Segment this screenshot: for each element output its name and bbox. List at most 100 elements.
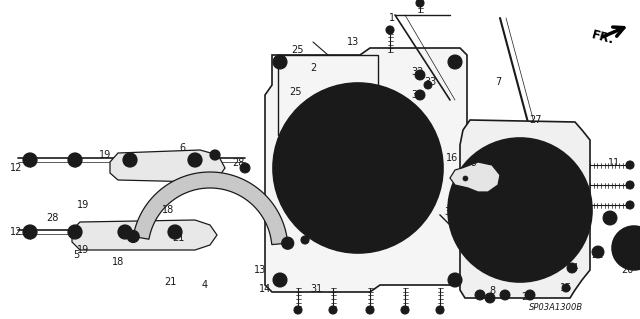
Circle shape xyxy=(294,306,302,314)
Circle shape xyxy=(191,156,199,164)
Circle shape xyxy=(366,306,374,314)
Circle shape xyxy=(23,225,37,239)
Text: 3: 3 xyxy=(444,207,450,217)
Circle shape xyxy=(525,290,535,300)
Circle shape xyxy=(515,142,525,152)
Circle shape xyxy=(273,55,287,69)
Text: 19: 19 xyxy=(77,200,89,210)
Text: 33: 33 xyxy=(424,77,436,87)
Text: 31: 31 xyxy=(310,284,322,294)
Text: 23: 23 xyxy=(521,292,533,302)
Circle shape xyxy=(564,286,568,290)
Circle shape xyxy=(627,241,640,255)
Text: 6: 6 xyxy=(179,143,185,153)
Circle shape xyxy=(23,153,37,167)
Text: 21: 21 xyxy=(164,277,176,287)
Circle shape xyxy=(500,290,510,300)
Circle shape xyxy=(273,273,287,287)
Circle shape xyxy=(451,277,458,284)
Circle shape xyxy=(515,268,525,278)
Text: FR.: FR. xyxy=(590,29,616,47)
Circle shape xyxy=(424,81,432,89)
Polygon shape xyxy=(460,120,590,298)
Text: 32: 32 xyxy=(411,90,423,100)
Circle shape xyxy=(475,290,485,300)
Circle shape xyxy=(280,162,291,174)
Circle shape xyxy=(276,277,284,284)
Circle shape xyxy=(301,214,312,225)
Text: 7: 7 xyxy=(495,77,501,87)
Circle shape xyxy=(436,306,444,314)
Circle shape xyxy=(273,83,443,253)
Text: 13: 13 xyxy=(254,265,266,275)
Text: 24: 24 xyxy=(566,263,578,273)
Circle shape xyxy=(121,228,129,236)
Circle shape xyxy=(626,161,634,169)
Circle shape xyxy=(463,239,468,244)
Circle shape xyxy=(570,236,580,247)
Text: 22: 22 xyxy=(592,250,604,260)
Text: 18: 18 xyxy=(112,257,124,267)
Circle shape xyxy=(485,175,555,245)
Polygon shape xyxy=(450,162,500,192)
Circle shape xyxy=(451,58,458,65)
Circle shape xyxy=(71,156,79,164)
Text: 8: 8 xyxy=(489,286,495,296)
Circle shape xyxy=(168,225,182,239)
Circle shape xyxy=(570,174,580,183)
Circle shape xyxy=(329,306,337,314)
Circle shape xyxy=(460,236,470,247)
Text: 21: 21 xyxy=(172,233,184,243)
Polygon shape xyxy=(72,220,217,250)
Circle shape xyxy=(612,226,640,270)
Circle shape xyxy=(386,26,394,34)
Text: 18: 18 xyxy=(162,205,174,215)
Text: 11: 11 xyxy=(608,158,620,168)
Circle shape xyxy=(298,108,418,228)
Circle shape xyxy=(127,230,139,242)
Text: 9: 9 xyxy=(470,158,476,168)
Text: 26: 26 xyxy=(541,163,553,173)
Circle shape xyxy=(319,179,331,191)
Circle shape xyxy=(301,236,309,244)
Text: 17: 17 xyxy=(470,208,482,218)
Circle shape xyxy=(475,215,485,225)
Circle shape xyxy=(572,176,577,181)
Text: 13: 13 xyxy=(347,37,359,47)
Text: 10: 10 xyxy=(324,173,336,183)
Text: 28: 28 xyxy=(232,158,244,168)
Text: 29: 29 xyxy=(602,213,614,223)
Circle shape xyxy=(26,156,34,164)
Polygon shape xyxy=(110,150,225,182)
Circle shape xyxy=(500,190,540,230)
Circle shape xyxy=(567,263,577,273)
Text: 27: 27 xyxy=(529,115,541,125)
Circle shape xyxy=(301,111,312,122)
Polygon shape xyxy=(133,172,288,245)
Circle shape xyxy=(118,225,132,239)
Circle shape xyxy=(276,58,284,65)
Text: 32: 32 xyxy=(411,67,423,77)
Circle shape xyxy=(326,136,390,200)
Circle shape xyxy=(463,176,468,181)
Text: 30: 30 xyxy=(349,197,361,207)
Text: 25: 25 xyxy=(289,87,301,97)
Text: 25: 25 xyxy=(292,45,304,55)
Circle shape xyxy=(353,90,364,100)
Polygon shape xyxy=(265,48,467,292)
Circle shape xyxy=(528,162,540,174)
Circle shape xyxy=(188,153,202,167)
Circle shape xyxy=(171,228,179,236)
Circle shape xyxy=(71,228,79,236)
Circle shape xyxy=(592,246,604,258)
Circle shape xyxy=(404,111,415,122)
Circle shape xyxy=(448,273,462,287)
Text: 5: 5 xyxy=(73,250,79,260)
Circle shape xyxy=(518,271,522,276)
Text: 15: 15 xyxy=(560,283,572,293)
Text: 14: 14 xyxy=(259,284,271,294)
Text: 20: 20 xyxy=(621,265,633,275)
Text: 16: 16 xyxy=(446,153,458,163)
Circle shape xyxy=(603,211,617,225)
Text: 1: 1 xyxy=(389,13,395,23)
